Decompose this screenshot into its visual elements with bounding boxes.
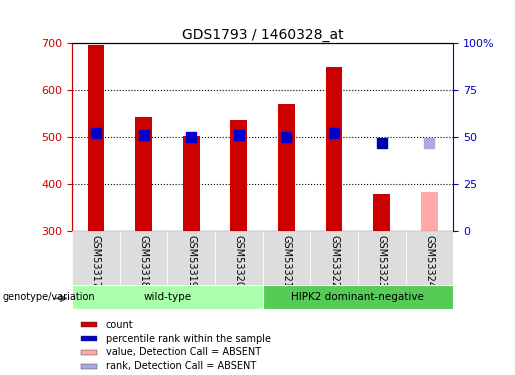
- Bar: [263, 231, 310, 285]
- Bar: [88, 45, 104, 231]
- Text: GSM53319: GSM53319: [186, 235, 196, 288]
- Text: GSM53320: GSM53320: [234, 235, 244, 288]
- Bar: [231, 120, 247, 231]
- Bar: [373, 194, 390, 231]
- Text: value, Detection Call = ABSENT: value, Detection Call = ABSENT: [106, 348, 261, 357]
- Text: GSM53324: GSM53324: [424, 235, 434, 288]
- Bar: [358, 231, 405, 285]
- Bar: [80, 350, 97, 355]
- Bar: [135, 117, 152, 231]
- Bar: [72, 231, 119, 285]
- Text: GSM53322: GSM53322: [329, 235, 339, 288]
- Bar: [215, 231, 263, 285]
- Point: [92, 130, 100, 136]
- Bar: [80, 322, 97, 327]
- Text: GSM53321: GSM53321: [282, 235, 291, 288]
- Point: [140, 132, 148, 138]
- Text: GSM53323: GSM53323: [377, 235, 387, 288]
- Text: percentile rank within the sample: percentile rank within the sample: [106, 333, 271, 344]
- Point: [330, 130, 338, 136]
- Point: [187, 134, 195, 140]
- Bar: [167, 231, 215, 285]
- Text: GSM53318: GSM53318: [139, 235, 148, 288]
- Text: GSM53317: GSM53317: [91, 235, 101, 288]
- Title: GDS1793 / 1460328_at: GDS1793 / 1460328_at: [182, 28, 344, 42]
- Bar: [80, 336, 97, 341]
- Bar: [119, 231, 167, 285]
- Bar: [405, 231, 453, 285]
- Bar: [278, 104, 295, 231]
- Text: genotype/variation: genotype/variation: [3, 292, 95, 302]
- Bar: [263, 285, 453, 309]
- Point: [282, 134, 290, 140]
- Text: count: count: [106, 320, 133, 330]
- Bar: [326, 67, 342, 231]
- Point: [377, 140, 386, 146]
- Bar: [421, 192, 438, 231]
- Bar: [72, 285, 263, 309]
- Bar: [310, 231, 358, 285]
- Point: [425, 140, 434, 146]
- Text: rank, Detection Call = ABSENT: rank, Detection Call = ABSENT: [106, 362, 256, 372]
- Point: [235, 132, 243, 138]
- Bar: [80, 364, 97, 369]
- Text: HIPK2 dominant-negative: HIPK2 dominant-negative: [291, 292, 424, 302]
- Bar: [183, 136, 199, 231]
- Text: wild-type: wild-type: [143, 292, 192, 302]
